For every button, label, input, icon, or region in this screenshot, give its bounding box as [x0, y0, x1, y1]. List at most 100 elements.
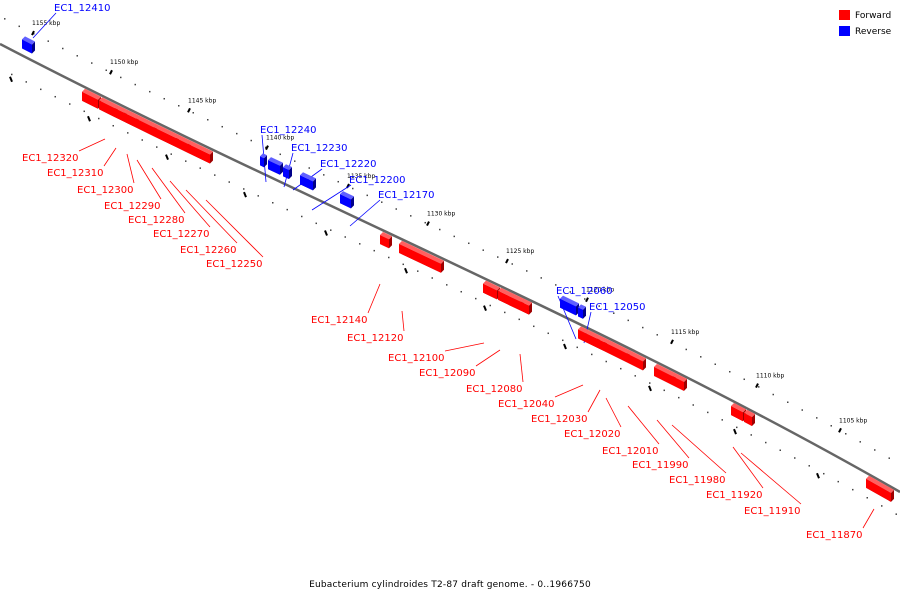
gene-ec1-12250[interactable]	[188, 140, 213, 164]
gene-label[interactable]: EC1_12030	[531, 414, 587, 425]
gene-label[interactable]: EC1_12140	[311, 315, 367, 326]
gene-label[interactable]: EC1_11980	[669, 475, 725, 486]
gene-label[interactable]: EC1_12170	[378, 190, 434, 201]
gene-ec1-12410[interactable]	[22, 36, 35, 54]
tick-label: 1140 kbp	[266, 135, 294, 142]
gene-label[interactable]: EC1_12010	[602, 446, 658, 457]
scale-dot	[584, 298, 586, 300]
gene-top	[483, 280, 500, 291]
label-leader-line	[185, 189, 238, 244]
gene-ec1-12240[interactable]	[260, 153, 267, 168]
gene-label[interactable]: EC1_12080	[466, 384, 522, 395]
gene-ec1-12260[interactable]	[176, 135, 191, 153]
gene-top	[176, 135, 191, 144]
scale-dot	[453, 235, 455, 238]
gene-body	[154, 127, 176, 148]
gene-ec1-12270[interactable]	[154, 124, 179, 148]
gene-label[interactable]: EC1_12040	[498, 399, 554, 410]
scale-dot	[881, 505, 883, 507]
scale-dot	[337, 180, 339, 183]
gene-ec1-11920[interactable]	[731, 403, 746, 422]
gene-label[interactable]: EC1_12120	[347, 333, 403, 344]
scale-dot	[845, 433, 847, 435]
gene-label[interactable]: EC1_12410	[54, 3, 110, 14]
gene-label[interactable]: EC1_12050	[589, 302, 645, 313]
scale-dot	[874, 449, 876, 451]
gene-label[interactable]: EC1_12090	[419, 368, 475, 379]
scale-dot	[859, 441, 861, 443]
gene-ec1-12100[interactable]	[483, 280, 500, 300]
gene-label[interactable]: EC1_12240	[260, 125, 316, 136]
gene-label[interactable]: EC1_12100	[388, 353, 444, 364]
gene-ec1-12140[interactable]	[380, 231, 392, 249]
gene-label[interactable]: EC1_11870	[806, 530, 862, 541]
scale-dot	[692, 404, 694, 406]
gene-ec1-12320[interactable]	[82, 88, 101, 109]
gene-ec1-12060[interactable]	[560, 295, 579, 316]
gene-ec1-12050[interactable]	[578, 304, 586, 319]
gene-ec1-12230[interactable]	[268, 157, 283, 175]
gene-ec1-11910[interactable]	[744, 409, 755, 426]
scale-dot	[243, 188, 245, 190]
gene-label[interactable]: EC1_11990	[632, 460, 688, 471]
gene-ec1-12220[interactable]	[283, 164, 292, 180]
gene-label[interactable]: EC1_12230	[291, 143, 347, 154]
scale-dot	[163, 97, 165, 100]
gene-ec1-12290[interactable]	[124, 109, 139, 128]
label-leader-line	[205, 199, 264, 258]
major-tick	[816, 472, 820, 479]
gene-label[interactable]: EC1_12260	[180, 245, 236, 256]
gene-label[interactable]: EC1_12200	[349, 175, 405, 186]
scale-dot	[4, 18, 6, 20]
scale-dot	[381, 201, 383, 203]
major-tick	[404, 267, 408, 274]
gene-ec1-12120[interactable]	[399, 240, 444, 273]
gene-ec1-12020[interactable]	[604, 339, 630, 363]
gene-body	[483, 283, 497, 300]
gene-ec1-12310[interactable]	[99, 97, 118, 118]
scale-dot	[402, 263, 404, 266]
gene-ec1-12200[interactable]	[300, 172, 316, 191]
gene-label[interactable]: EC1_12280	[128, 215, 184, 226]
gene-ec1-12170[interactable]	[340, 191, 354, 209]
gene-ec1-12080[interactable]	[521, 298, 532, 315]
scale-dot	[750, 434, 752, 436]
gene-label[interactable]: EC1_12250	[206, 259, 262, 270]
major-tick	[670, 339, 674, 345]
scale-dot	[344, 236, 346, 238]
label-leader-line	[732, 446, 764, 489]
gene-ec1-11870[interactable]	[866, 475, 894, 502]
scale-dot	[533, 325, 535, 328]
scale-dot	[352, 187, 354, 190]
label-leader-line	[401, 310, 405, 332]
gene-label[interactable]: EC1_11910	[744, 506, 800, 517]
gene-label[interactable]: EC1_12310	[47, 168, 103, 179]
scale-dot	[721, 419, 723, 421]
gene-ec1-12010[interactable]	[627, 350, 646, 371]
scale-dot	[69, 103, 71, 105]
scale-dot	[540, 277, 542, 279]
gene-ec1-12280[interactable]	[136, 115, 157, 137]
scale-dot	[11, 73, 13, 76]
gene-label[interactable]: EC1_12020	[564, 429, 620, 440]
gene-label[interactable]: EC1_11920	[706, 490, 762, 501]
major-tick	[165, 154, 169, 161]
gene-ec1-12090[interactable]	[498, 287, 524, 311]
gene-label[interactable]: EC1_12220	[320, 159, 376, 170]
gene-ec1-11980[interactable]	[673, 373, 687, 391]
gene-label[interactable]: EC1_12290	[104, 201, 160, 212]
gene-body	[136, 118, 154, 137]
label-leader-line	[444, 342, 485, 352]
label-leader-line	[367, 283, 381, 314]
gene-label[interactable]: EC1_12300	[77, 185, 133, 196]
scale-dot	[787, 401, 789, 403]
gene-label[interactable]: EC1_12320	[22, 153, 78, 164]
gene-label[interactable]: EC1_12060	[556, 286, 612, 297]
scale-dot	[526, 270, 528, 272]
gene-label[interactable]: EC1_12270	[153, 229, 209, 240]
gene-ec1-12040[interactable]	[578, 326, 600, 348]
label-leader-line	[169, 180, 211, 228]
gene-ec1-11990[interactable]	[654, 363, 676, 386]
gene-body	[99, 100, 115, 118]
scale-dot	[562, 339, 564, 342]
